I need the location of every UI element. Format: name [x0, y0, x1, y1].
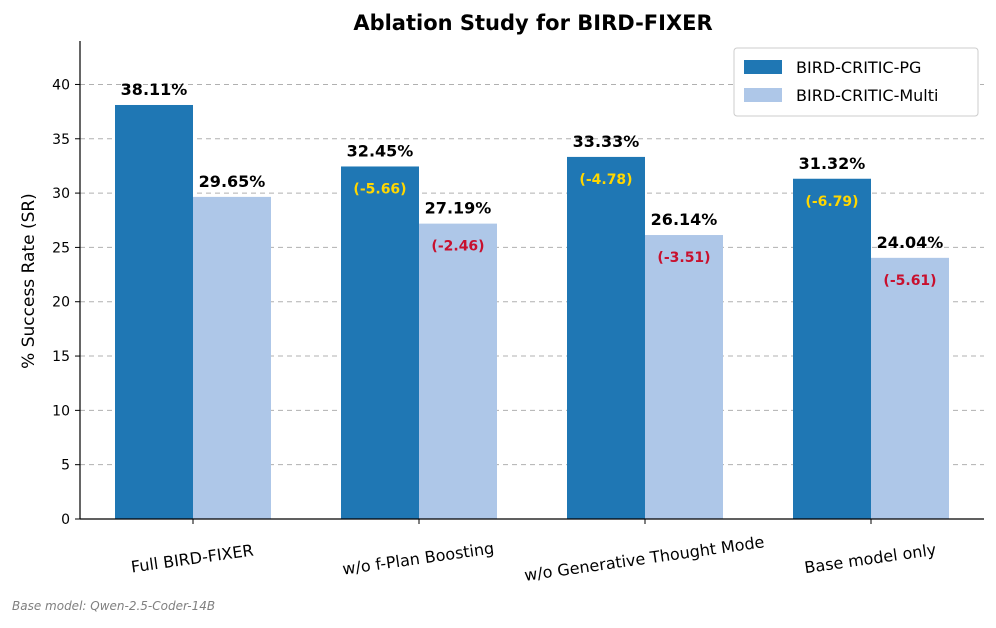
y-tick-label: 20: [52, 295, 70, 311]
y-tick-label: 35: [52, 132, 70, 148]
legend-swatch-pg: [744, 60, 782, 74]
value-label: 24.04%: [877, 233, 944, 252]
value-label: 38.11%: [121, 80, 188, 99]
delta-label: (-5.61): [883, 273, 936, 289]
bars: [115, 104, 949, 520]
delta-label: (-6.79): [805, 194, 858, 210]
bar-pg: [115, 104, 193, 519]
x-tick-label: Full BIRD-FIXER: [130, 541, 255, 577]
legend-label-pg: BIRD-CRITIC-PG: [796, 58, 921, 77]
value-label: 32.45%: [347, 141, 414, 160]
bar-multi: [419, 223, 497, 519]
value-label: 31.32%: [799, 154, 866, 173]
value-label: 33.33%: [573, 132, 640, 151]
legend-swatch-multi: [744, 88, 782, 102]
value-label: 29.65%: [199, 172, 266, 191]
bar-pg: [793, 178, 871, 519]
legend-label-multi: BIRD-CRITIC-Multi: [796, 86, 938, 105]
y-tick-label: 15: [52, 349, 70, 365]
footnote: Base model: Qwen-2.5-Coder-14B: [12, 599, 216, 613]
x-tick-label: w/o Generative Thought Mode: [523, 532, 765, 585]
delta-label: (-2.46): [431, 239, 484, 255]
bar-pg: [567, 156, 645, 520]
data-labels: 38.11% 29.65% 32.45% (-5.66) 27.19% (-2.46) 33…: [121, 80, 944, 289]
value-label: 27.19%: [425, 199, 492, 218]
bar-multi: [871, 257, 949, 519]
value-label: 26.14%: [651, 210, 718, 229]
bar-pg: [341, 166, 419, 519]
delta-label: (-5.66): [353, 181, 406, 197]
y-tick-label: 40: [52, 77, 70, 93]
bar-multi: [645, 235, 723, 520]
y-tick-label: 0: [61, 512, 70, 528]
y-tick-label: 30: [52, 186, 70, 202]
chart-title: Ablation Study for BIRD-FIXER: [353, 11, 712, 35]
bar-multi: [193, 196, 271, 519]
y-tick-label: 10: [52, 403, 70, 419]
y-tick-label: 25: [52, 240, 70, 256]
delta-label: (-4.78): [579, 172, 632, 188]
grid-lines: [80, 83, 984, 466]
legend: BIRD-CRITIC-PG BIRD-CRITIC-Multi: [733, 47, 979, 117]
x-tick-label: Base model only: [803, 540, 937, 577]
delta-label: (-3.51): [657, 250, 710, 266]
y-axis-label: % Success Rate (SR): [19, 193, 39, 369]
x-tick-label: w/o f-Plan Boosting: [341, 539, 495, 579]
y-tick-label: 5: [61, 458, 70, 474]
